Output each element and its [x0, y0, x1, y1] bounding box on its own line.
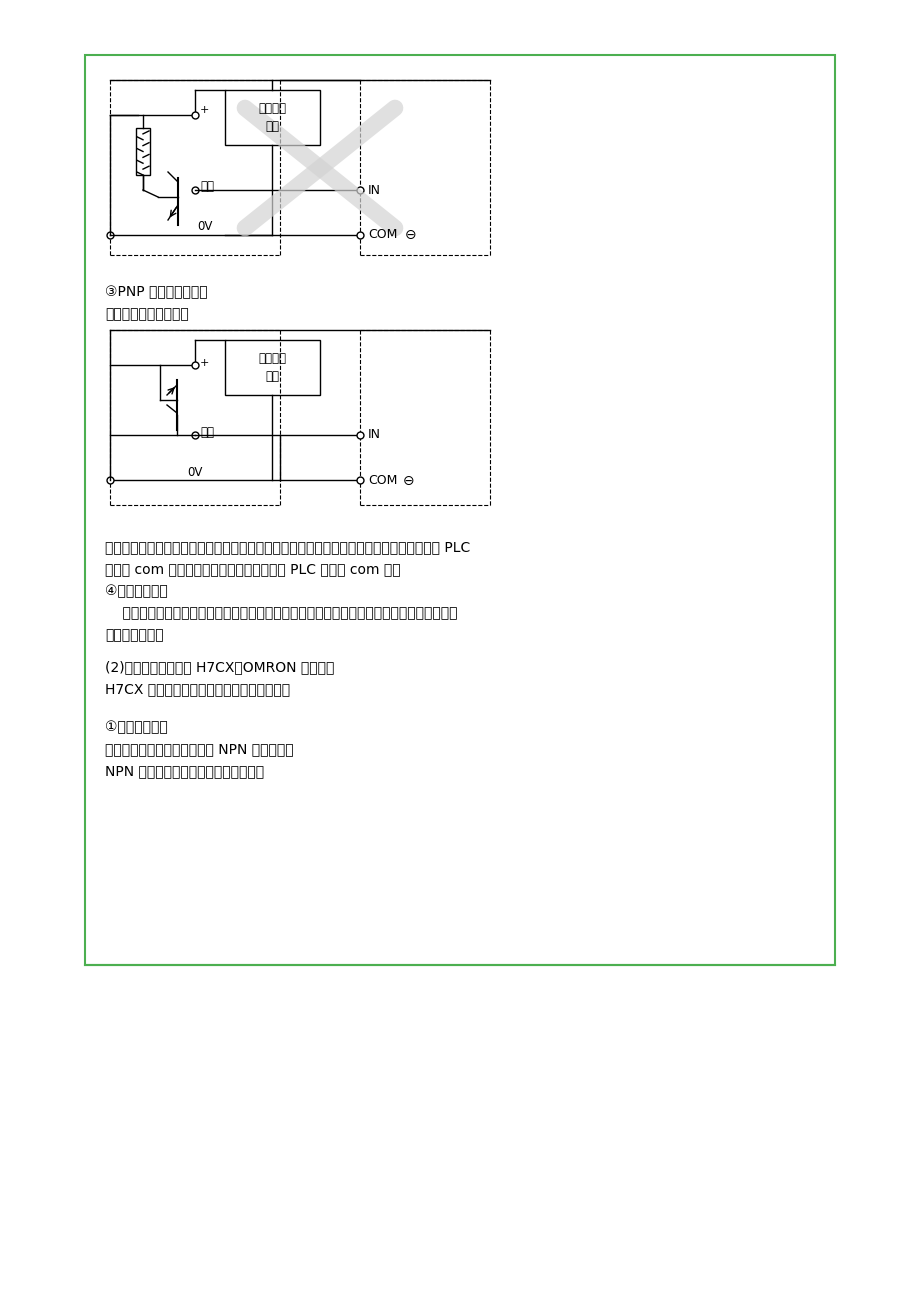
Bar	[136, 128, 150, 174]
Text: 具体接线方式如下：编码器的褐线接工作电压正极，蓝线接工作电压负极，输出线依次接入 PLC: 具体接线方式如下：编码器的褐线接工作电压正极，蓝线接工作电压负极，输出线依次接入…	[105, 540, 470, 553]
Text: ①无电压输入：: ①无电压输入：	[105, 720, 167, 734]
Text: ③PNP 集电极开路输出: ③PNP 集电极开路输出	[105, 285, 208, 299]
Bar	[225, 90, 320, 145]
Text: ⊖: ⊖	[403, 474, 414, 488]
Text: ⊖: ⊖	[404, 228, 416, 242]
Text: COM: COM	[368, 474, 397, 487]
Text: 的输入 com 端，再从电源负极端拉根线接入 PLC 的输入 com 端。: 的输入 com 端，再从电源负极端拉根线接入 PLC 的输入 com 端。	[105, 562, 400, 575]
Text: 接线方式如下图所示：: 接线方式如下图所示：	[105, 307, 188, 322]
Text: 具体接线如下：输出线依次接入后续设备相应的输入点，褐线接工作电压的正极，蓝线接工: 具体接线如下：输出线依次接入后续设备相应的输入点，褐线接工作电压的正极，蓝线接工	[105, 605, 457, 620]
Text: NPN 集电极开路输出的接线方式如下：: NPN 集电极开路输出的接线方式如下：	[105, 764, 264, 779]
Text: 0V: 0V	[197, 220, 212, 233]
Text: +: +	[199, 105, 210, 115]
Text: (2)与计数器连接，以 H7CX（OMRON 制）为例: (2)与计数器连接，以 H7CX（OMRON 制）为例	[105, 660, 334, 674]
Text: 电源: 电源	[266, 121, 279, 134]
Text: ④线性驱动输出: ④线性驱动输出	[105, 585, 167, 598]
Text: 输出: 输出	[199, 427, 214, 440]
Text: +: +	[199, 358, 210, 368]
Text: 0V: 0V	[187, 466, 202, 479]
Text: 传感器用: 传感器用	[258, 352, 286, 365]
Text: 输出: 输出	[199, 181, 214, 194]
Text: IN: IN	[368, 428, 380, 441]
Text: 电源: 电源	[266, 371, 279, 384]
Text: COM: COM	[368, 228, 397, 241]
FancyBboxPatch shape	[85, 55, 834, 965]
Bar	[225, 340, 320, 395]
Text: IN: IN	[368, 184, 380, 197]
Text: 作电压的负极。: 作电压的负极。	[105, 628, 164, 642]
Text: 传感器用: 传感器用	[258, 102, 286, 115]
Text: H7CX 输入信号分为无电压输入和电压输入。: H7CX 输入信号分为无电压输入和电压输入。	[105, 682, 289, 697]
Text: 以无电压方式输入时，只接受 NPN 输出信号。: 以无电压方式输入时，只接受 NPN 输出信号。	[105, 742, 293, 756]
